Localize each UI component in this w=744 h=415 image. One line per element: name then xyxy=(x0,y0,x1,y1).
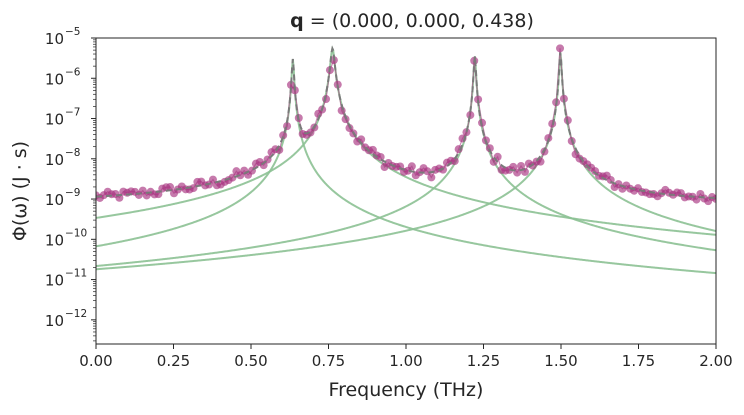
y-tick-exponent: −5 xyxy=(65,26,80,38)
data-point xyxy=(474,95,483,104)
y-tick-label: 10 xyxy=(45,272,64,290)
y-tick-exponent: −11 xyxy=(65,268,87,280)
y-tick-label: 10 xyxy=(45,231,64,249)
y-tick-label: 10 xyxy=(45,111,64,129)
y-tick-label: 10 xyxy=(45,191,64,209)
data-point xyxy=(283,122,292,131)
data-point xyxy=(166,183,175,192)
fit-curve xyxy=(96,45,716,200)
data-point xyxy=(427,173,436,182)
y-axis-label: Φ(ω) (J · s) xyxy=(9,141,31,241)
measured-data xyxy=(96,44,716,206)
svg-text:q = (0.000, 0.000, 0.438): q = (0.000, 0.000, 0.438) xyxy=(290,10,534,32)
data-point xyxy=(279,131,288,140)
y-tick-exponent: −7 xyxy=(65,107,80,119)
fit-dashed-line xyxy=(96,45,716,200)
component-curve-2 xyxy=(96,45,716,236)
data-point xyxy=(228,173,237,182)
data-line xyxy=(96,48,716,202)
data-point xyxy=(407,162,416,171)
x-tick-label: 1.25 xyxy=(467,352,500,370)
x-tick-label: 1.50 xyxy=(544,352,577,370)
data-point xyxy=(462,128,471,137)
chart-title: q = (0.000, 0.000, 0.438) xyxy=(290,10,534,32)
y-tick-exponent: −9 xyxy=(65,187,80,199)
data-point xyxy=(544,134,553,143)
y-tick-label: 10 xyxy=(45,30,64,48)
x-tick-label: 1.75 xyxy=(622,352,655,370)
data-point xyxy=(509,162,518,171)
y-tick-exponent: −10 xyxy=(65,227,87,239)
component-curve-1 xyxy=(96,58,716,275)
component-curve-3 xyxy=(96,56,716,268)
data-point xyxy=(485,144,494,153)
component-curve-4 xyxy=(96,52,716,271)
x-tick-label: 0.50 xyxy=(234,352,267,370)
y-tick-label: 10 xyxy=(45,151,64,169)
data-point xyxy=(368,145,377,154)
y-tick-label: 10 xyxy=(45,70,64,88)
data-point xyxy=(439,165,448,174)
title-q-symbol: q xyxy=(290,10,304,32)
data-point xyxy=(450,157,459,166)
data-point xyxy=(556,44,565,53)
y-tick-exponent: −6 xyxy=(65,66,81,78)
data-point xyxy=(466,111,475,120)
x-axis-label: Frequency (THz) xyxy=(329,379,484,401)
title-rest: = (0.000, 0.000, 0.438) xyxy=(304,10,534,32)
lorentzian-components xyxy=(96,45,716,275)
x-axis: 0.00 0.25 0.50 0.75 1.00 1.25 1.50 1.75 2.00 xyxy=(79,344,733,370)
x-tick-label: 0.25 xyxy=(157,352,190,370)
y-tick-exponent: −12 xyxy=(65,308,87,320)
data-point xyxy=(376,152,385,161)
plot-area xyxy=(95,37,717,345)
x-tick-label: 0.75 xyxy=(312,352,345,370)
x-tick-label: 1.00 xyxy=(389,352,422,370)
y-tick-label: 10 xyxy=(45,312,64,330)
data-point xyxy=(559,94,568,103)
data-point xyxy=(517,161,526,170)
y-tick-exponent: −8 xyxy=(65,147,80,159)
x-tick-label: 2.00 xyxy=(699,352,732,370)
x-tick-label: 0.00 xyxy=(79,352,112,370)
